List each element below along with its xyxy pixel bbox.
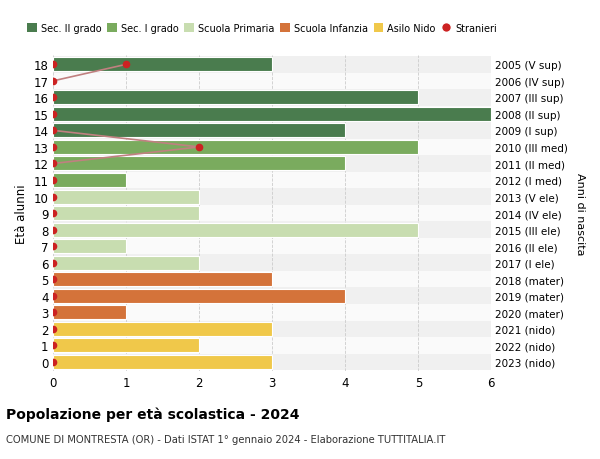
Text: COMUNE DI MONTRESTA (OR) - Dati ISTAT 1° gennaio 2024 - Elaborazione TUTTITALIA.: COMUNE DI MONTRESTA (OR) - Dati ISTAT 1°…: [6, 434, 445, 444]
Bar: [53, 304, 491, 321]
Bar: [53, 207, 199, 221]
Bar: [53, 240, 127, 254]
Bar: [53, 173, 491, 189]
Bar: [53, 223, 418, 237]
Bar: [53, 156, 491, 173]
Bar: [53, 256, 199, 270]
Bar: [53, 205, 491, 222]
Bar: [53, 140, 491, 156]
Bar: [53, 354, 491, 370]
Bar: [53, 157, 346, 171]
Bar: [53, 57, 491, 73]
Bar: [53, 123, 491, 140]
Bar: [53, 58, 272, 72]
Bar: [53, 106, 491, 123]
Bar: [53, 321, 491, 337]
Y-axis label: Anni di nascita: Anni di nascita: [575, 173, 585, 255]
Bar: [53, 189, 491, 205]
Bar: [53, 273, 272, 286]
Text: Popolazione per età scolastica - 2024: Popolazione per età scolastica - 2024: [6, 406, 299, 421]
Bar: [53, 91, 418, 105]
Bar: [53, 288, 491, 304]
Bar: [53, 306, 127, 319]
Bar: [53, 271, 491, 288]
Bar: [53, 322, 272, 336]
Bar: [53, 337, 491, 354]
Bar: [53, 124, 346, 138]
Legend: Sec. II grado, Sec. I grado, Scuola Primaria, Scuola Infanzia, Asilo Nido, Stran: Sec. II grado, Sec. I grado, Scuola Prim…: [23, 20, 501, 38]
Bar: [53, 174, 127, 188]
Bar: [53, 90, 491, 106]
Bar: [53, 222, 491, 238]
Bar: [53, 190, 199, 204]
Bar: [53, 140, 418, 155]
Bar: [53, 73, 491, 90]
Bar: [53, 107, 491, 122]
Bar: [53, 255, 491, 271]
Bar: [53, 339, 199, 353]
Bar: [53, 355, 272, 369]
Y-axis label: Età alunni: Età alunni: [15, 184, 28, 243]
Bar: [53, 238, 491, 255]
Bar: [53, 289, 346, 303]
